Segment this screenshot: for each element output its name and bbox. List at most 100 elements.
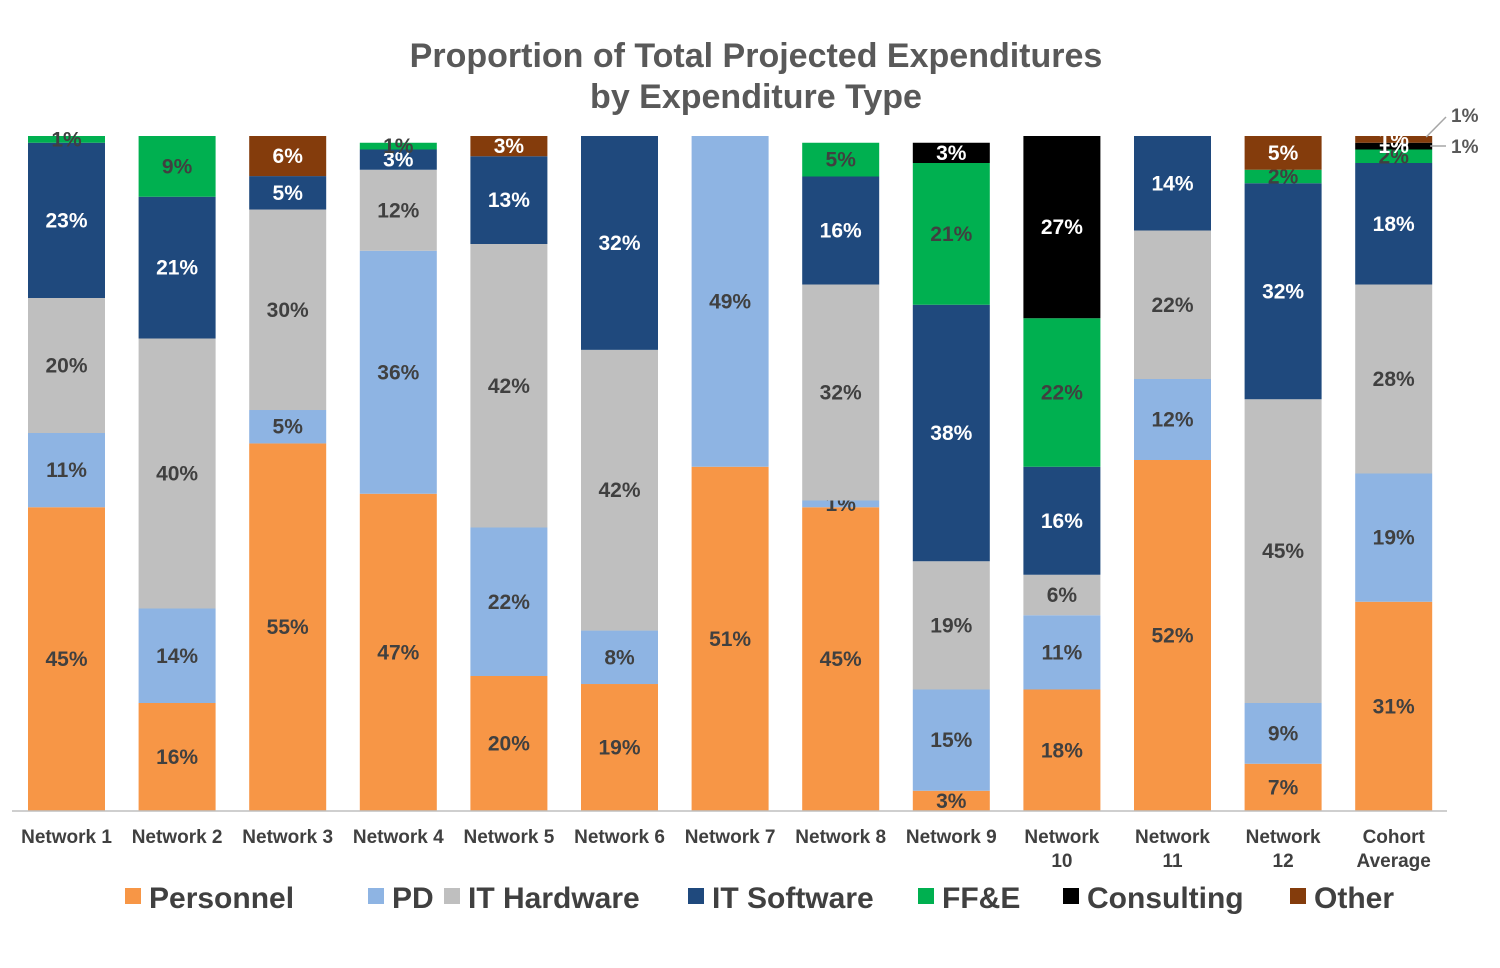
data-label-it-software: 5% (273, 182, 304, 205)
bar-ff-e (28, 136, 105, 143)
data-label-pd: 11% (46, 459, 87, 482)
bar-stack-7: 51% 49% (691, 136, 769, 811)
data-label-ff-e: 22% (1041, 382, 1083, 405)
data-label-it-hardware: 19% (930, 614, 972, 637)
x-tick-label: Network 11 (1135, 827, 1210, 872)
bar-ff-e (359, 142, 437, 150)
bar-it-software (581, 136, 658, 350)
bar-pd (28, 433, 105, 508)
bar-pd (138, 608, 216, 703)
data-label-it-hardware: 12% (377, 199, 419, 222)
bar-personnel (138, 703, 216, 811)
data-label-pd: 14% (156, 645, 198, 668)
callout-label: 1% (1451, 137, 1479, 158)
data-label-personnel: 3% (936, 790, 967, 813)
bar-other (249, 136, 327, 177)
data-label-pd: 5% (273, 416, 304, 439)
bar-consulting (1023, 136, 1101, 319)
callout-label: 1% (1451, 106, 1479, 127)
data-label-pd: 36% (377, 361, 419, 384)
bar-it-software (1244, 183, 1322, 400)
legend-label-pd: PD (392, 882, 434, 915)
bar-it-software (138, 196, 216, 339)
data-label-it-hardware: 30% (267, 299, 309, 322)
data-label-pd: 9% (1268, 722, 1299, 745)
bar-stack-2: 16% 14% 40% 21% 9% (138, 136, 216, 811)
bar-stack-5: 20% 22% 42% 13% 3% (470, 135, 548, 811)
data-label-it-software: 23% (45, 209, 87, 232)
x-tick-label: Network 12 (1246, 827, 1321, 872)
legend-swatch-ff-e (918, 888, 934, 904)
data-label-pd: 8% (604, 646, 635, 669)
bar-personnel (1244, 763, 1322, 811)
bar-ff-e (802, 142, 880, 177)
data-label-it-hardware: 40% (156, 463, 198, 486)
data-label-it-hardware: 28% (1373, 368, 1415, 391)
legend-label-personnel: Personnel (149, 882, 294, 915)
data-label-personnel: 18% (1041, 739, 1083, 762)
data-label-it-hardware: 22% (1151, 294, 1193, 317)
bar-it-hardware (802, 284, 880, 501)
bar-pd (1134, 379, 1211, 460)
data-label-it-software: 38% (930, 422, 972, 445)
x-tick-label: Network 8 (795, 827, 886, 848)
data-label-pd: 22% (488, 591, 530, 614)
bar-pd (691, 136, 769, 467)
data-label-it-software: 14% (1151, 172, 1193, 195)
data-label-it-software: 16% (820, 220, 862, 243)
data-label-personnel: 20% (488, 733, 530, 756)
bar-personnel (470, 676, 548, 811)
data-label-it-software: 16% (1041, 510, 1083, 533)
data-label-it-hardware: 6% (1047, 584, 1078, 607)
data-label-pd: 49% (709, 290, 751, 313)
bars-group: 45% 11% 20% 23% 1% 16% 14% 40% 21% 9% 55% 5% 30% 5% 6%… (28, 128, 1433, 813)
legend-label-other: Other (1314, 882, 1394, 915)
data-label-it-software: 32% (1262, 280, 1304, 303)
bar-it-hardware (359, 169, 437, 251)
bar-pd (581, 630, 658, 685)
bar-consulting (912, 142, 990, 163)
x-tick-label: Network 3 (242, 827, 333, 848)
data-label-personnel: 19% (598, 737, 640, 760)
bar-stack-3: 55% 5% 30% 5% 6% (249, 136, 327, 811)
data-label-consulting: 27% (1041, 216, 1083, 239)
bar-personnel (802, 507, 880, 811)
bar-it-hardware (1023, 574, 1101, 616)
bar-stack-11: 52% 12% 22% 14% (1134, 136, 1211, 811)
bar-stack-12: 7% 9% 45% 32% 2%5% (1244, 136, 1322, 811)
data-label-it-software: 18% (1373, 213, 1415, 236)
bar-consulting (1355, 142, 1433, 150)
bar-it-software (912, 304, 990, 562)
legend-swatch-it-hardware (444, 888, 460, 904)
bar-it-hardware (581, 349, 658, 631)
data-label-other: 6% (273, 145, 304, 168)
bar-stack-10: 18% 11% 6% 16% 22% 27% (1023, 136, 1101, 811)
bar-other (470, 136, 548, 157)
x-tick-label: Network 6 (574, 827, 665, 848)
data-label-personnel: 31% (1373, 695, 1415, 718)
data-label-ff-e: 5% (826, 149, 857, 172)
bar-ff-e (138, 136, 216, 197)
x-axis-ticks: Network 1 Network 2 Network 3 Network 4 Netw… (21, 827, 1431, 872)
data-label-pd: 11% (1041, 641, 1082, 664)
x-tick-label: Network 4 (353, 827, 444, 848)
bar-personnel (581, 684, 658, 811)
bar-personnel (28, 507, 105, 811)
x-tick-label: Network 2 (132, 827, 223, 848)
data-label-it-hardware: 45% (1262, 540, 1304, 563)
callout-leader-line (1425, 116, 1447, 138)
legend-swatch-it-software (688, 888, 704, 904)
legend-swatch-other (1290, 888, 1306, 904)
data-label-other: 1% (1379, 128, 1410, 151)
bar-it-software (1355, 163, 1433, 285)
data-label-it-hardware: 20% (45, 355, 87, 378)
legend-label-ff-e: FF&E (942, 882, 1020, 915)
bar-it-software (1023, 466, 1101, 575)
bar-ff-e (1244, 169, 1322, 184)
data-label-other: 3% (494, 135, 525, 158)
bar-personnel (359, 493, 437, 811)
data-label-personnel: 7% (1268, 776, 1299, 799)
x-tick-label: Network 9 (906, 827, 997, 848)
data-label-it-software: 21% (156, 257, 198, 280)
